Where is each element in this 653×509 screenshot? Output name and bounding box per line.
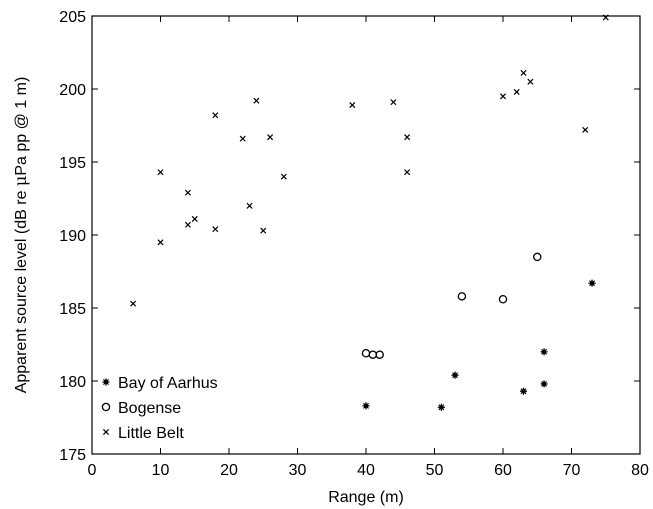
series-bay-of-aarhus <box>362 279 596 411</box>
data-point <box>540 348 548 356</box>
series-bogense <box>361 252 542 359</box>
data-point <box>582 126 589 133</box>
data-point <box>437 403 445 411</box>
legend-symbol <box>102 378 110 386</box>
x-axis-label: Range (m) <box>328 489 404 506</box>
data-point <box>375 350 384 359</box>
data-point <box>520 69 527 76</box>
legend: Bay of Aarhus Bogense Little Belt <box>101 375 218 442</box>
data-point <box>253 97 260 104</box>
data-point <box>533 252 542 262</box>
y-tick-label: 200 <box>59 82 86 99</box>
data-point <box>540 380 548 388</box>
legend-marker-little-belt <box>102 428 110 436</box>
data-point <box>368 350 378 359</box>
y-tick-label: 205 <box>59 9 86 26</box>
data-point <box>130 300 137 307</box>
legend-label-bay-of-aarhus: Bay of Aarhus <box>118 375 218 392</box>
x-tick-label: 30 <box>289 462 307 479</box>
x-tick-label: 0 <box>88 462 97 479</box>
legend-marker-bay-of-aarhus <box>102 378 110 386</box>
data-point <box>588 279 596 287</box>
data-point <box>184 189 191 196</box>
y-tick-label: 195 <box>59 155 86 172</box>
data-marks <box>130 14 609 411</box>
data-point <box>498 294 508 304</box>
data-point <box>451 371 459 379</box>
tick-labels: 0 10 20 30 40 50 60 70 80 175 180 185 190 195 200 205 <box>59 9 649 479</box>
y-axis-label-mu: μ <box>11 176 30 186</box>
legend-label-bogense: Bogense <box>118 400 181 417</box>
data-point <box>404 169 411 176</box>
data-point <box>239 135 246 142</box>
data-point <box>260 227 267 234</box>
data-point <box>499 93 507 100</box>
axis-ticks <box>91 15 641 455</box>
series-little-belt <box>130 14 609 307</box>
x-tick-label: 50 <box>426 462 444 479</box>
legend-label-little-belt: Little Belt <box>118 425 184 442</box>
data-point <box>513 88 520 95</box>
y-tick-label: 180 <box>59 374 86 391</box>
y-tick-label: 185 <box>59 301 86 318</box>
data-point <box>519 387 528 395</box>
data-point <box>212 226 219 233</box>
legend-marker-bogense <box>101 402 111 412</box>
x-tick-label: 20 <box>220 462 238 479</box>
x-tick-label: 40 <box>357 462 375 479</box>
y-tick-label: 175 <box>59 447 86 464</box>
data-point <box>157 239 164 246</box>
data-point <box>157 169 164 176</box>
y-axis-label-part-1: Apparent source level (dB re <box>13 186 30 393</box>
legend-symbol <box>101 402 111 412</box>
data-point <box>212 112 219 119</box>
x-tick-label: 60 <box>494 462 512 479</box>
data-point <box>191 215 198 222</box>
legend-symbol <box>102 428 110 436</box>
y-axis-label: Apparent source level (dB re μPa pp @ 1 … <box>11 77 30 394</box>
data-point <box>280 173 287 180</box>
data-point <box>361 349 371 358</box>
x-tick-label: 70 <box>563 462 581 479</box>
data-point <box>527 78 534 85</box>
data-point <box>349 102 356 109</box>
x-tick-label: 80 <box>631 462 649 479</box>
data-point <box>246 202 253 209</box>
data-point <box>267 134 274 141</box>
data-point <box>362 402 370 410</box>
data-point <box>602 14 609 21</box>
y-tick-label: 190 <box>59 228 86 245</box>
x-tick-label: 10 <box>152 462 170 479</box>
y-axis-label-part-2: Pa pp @ 1 m) <box>13 77 30 176</box>
data-point <box>390 99 397 106</box>
data-point <box>184 221 191 228</box>
data-point <box>404 134 411 141</box>
data-point <box>457 292 467 301</box>
